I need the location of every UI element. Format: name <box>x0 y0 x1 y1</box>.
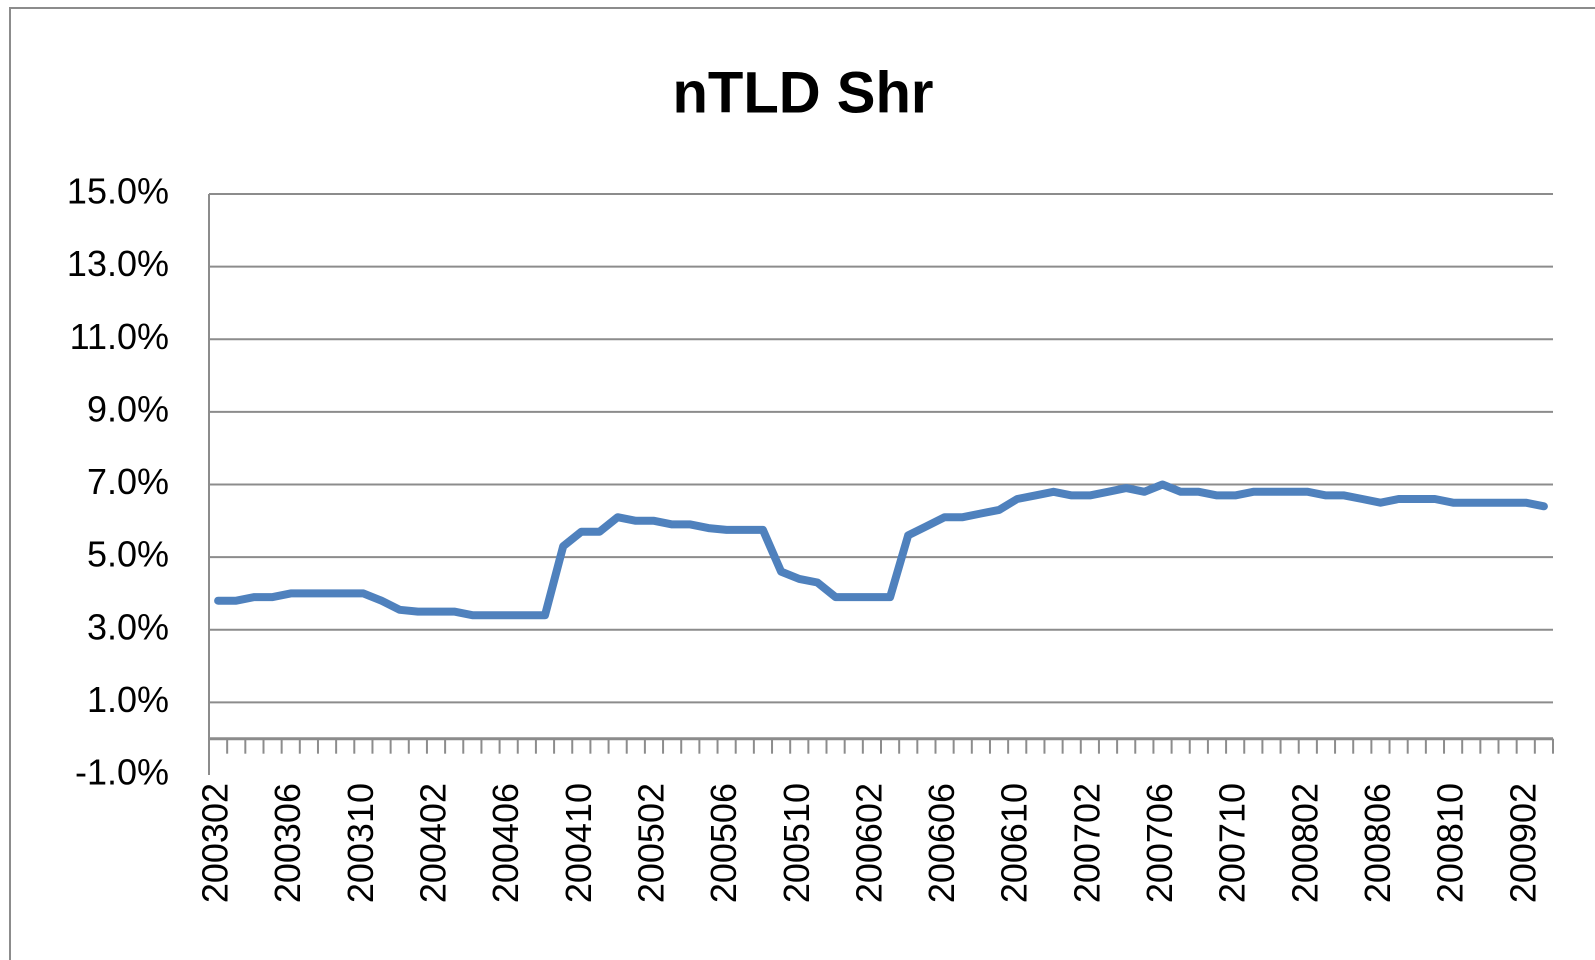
y-tick-label: 5.0% <box>87 534 169 575</box>
x-tick-label: 200602 <box>848 783 889 903</box>
y-tick-label: -1.0% <box>75 752 169 793</box>
y-tick-label: 9.0% <box>87 388 169 429</box>
x-tick-label: 200402 <box>413 783 454 903</box>
x-tick-label: 200302 <box>195 783 236 903</box>
x-tick-label: 200702 <box>1066 783 1107 903</box>
data-line <box>214 480 1548 620</box>
x-tick-label: 200310 <box>340 783 381 903</box>
x-tick-label: 200802 <box>1284 783 1325 903</box>
x-tick-label: 200610 <box>994 783 1035 903</box>
x-tick-label: 200510 <box>776 783 817 903</box>
y-tick-label: 15.0% <box>67 171 169 212</box>
x-tick-label: 200406 <box>485 783 526 903</box>
y-tick-label: 13.0% <box>67 243 169 284</box>
x-tick-label: 200710 <box>1212 783 1253 903</box>
chart-title: nTLD Shr <box>673 60 934 125</box>
x-tick-label: 200902 <box>1502 783 1543 903</box>
x-tick-label: 200410 <box>558 783 599 903</box>
x-tick-label: 200810 <box>1430 783 1471 903</box>
y-tick-label: 1.0% <box>87 679 169 720</box>
x-tick-label: 200606 <box>921 783 962 903</box>
y-tick-label: 7.0% <box>87 461 169 502</box>
x-tick-label: 200706 <box>1139 783 1180 903</box>
y-tick-label: 3.0% <box>87 606 169 647</box>
y-tick-label: 11.0% <box>70 316 169 357</box>
x-tick-label: 200502 <box>630 783 671 903</box>
x-tick-label: 200506 <box>703 783 744 903</box>
x-tick-label: 200806 <box>1357 783 1398 903</box>
x-tick-label: 200306 <box>267 783 308 903</box>
